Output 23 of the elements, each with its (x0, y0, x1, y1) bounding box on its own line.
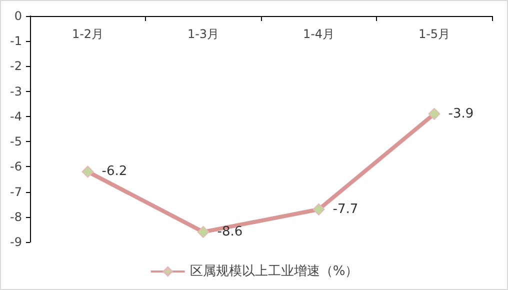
x-tick-label: 1-3月 (187, 27, 220, 41)
y-tick-label: -4 (10, 109, 22, 124)
y-tick-label: -5 (10, 134, 22, 149)
y-tick-label: -9 (10, 235, 22, 249)
point (312, 203, 325, 216)
data-label: -8.6 (217, 224, 243, 240)
y-tick-label: -6 (10, 160, 22, 174)
y-tick-label: -1 (10, 34, 22, 48)
y-tick-label: -8 (10, 210, 22, 224)
x-tick-label: 1-4月 (302, 27, 335, 41)
y-tick-label: -7 (10, 184, 22, 199)
x-tick-label: 1-2月 (72, 27, 104, 41)
point (82, 166, 94, 178)
data-label: -7.7 (332, 202, 358, 217)
legend-label: 区属规模以上工业增速（%） (190, 264, 358, 279)
data-label: -6.2 (102, 164, 128, 180)
y-tick-label: 0 (14, 9, 22, 23)
point (197, 226, 210, 238)
x-tick-label: 1-5月 (418, 27, 450, 41)
point (428, 108, 440, 120)
y-tick-label: -2 (10, 59, 22, 74)
data-label: -3.9 (448, 106, 474, 122)
y-tick-label: -3 (10, 84, 22, 98)
